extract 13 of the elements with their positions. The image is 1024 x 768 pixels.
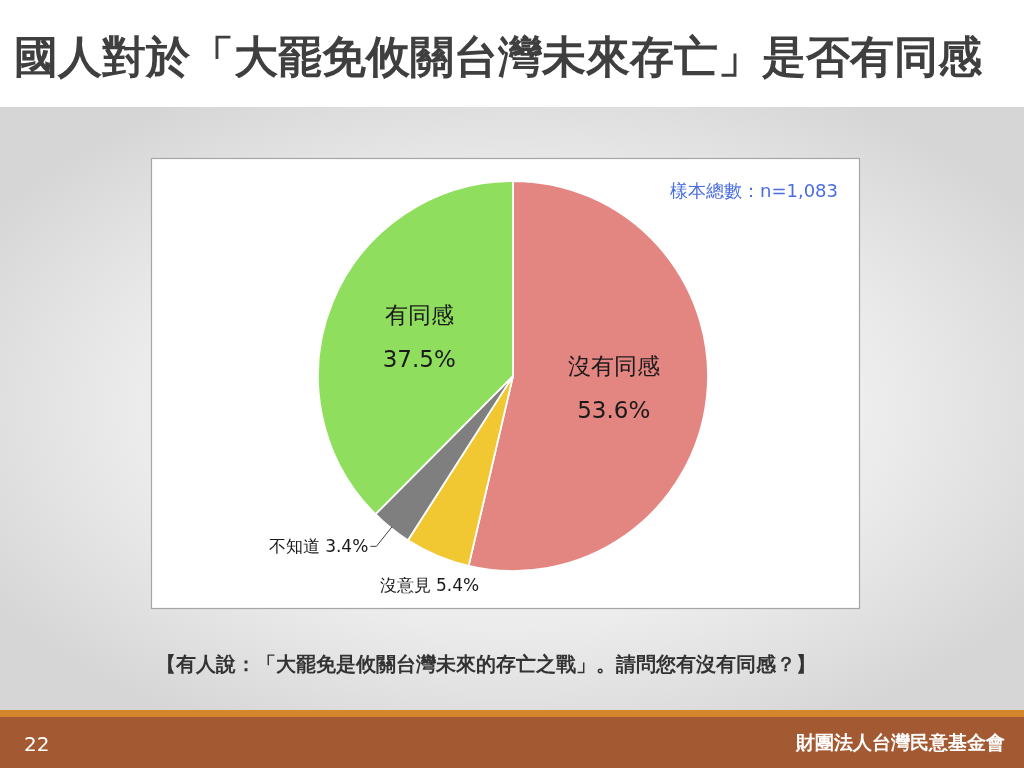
slice-label: 沒意見 <box>379 574 431 595</box>
text: 22 <box>24 732 50 756</box>
slice-label: 沒有同感 <box>567 352 660 379</box>
chart-title: 國人對於「大罷免攸關台灣未來存亡」是否有同感 <box>14 31 983 82</box>
data-label: 37.5% <box>382 346 456 373</box>
data-label: 5.4% <box>435 574 480 595</box>
data-label: 3.4% <box>325 536 369 557</box>
data-label: 53.6% <box>577 396 651 423</box>
text: 【有人說：「大罷免是攸關台灣未來的存亡之戰」。請問您有沒有同感？】 <box>156 653 816 676</box>
text: 財團法人台灣民意基金會 <box>795 732 1005 753</box>
text: 樣本總數：n=1,083 <box>669 180 838 201</box>
slice-label: 不知道 <box>269 536 321 557</box>
slice-label: 有同感 <box>384 302 454 329</box>
